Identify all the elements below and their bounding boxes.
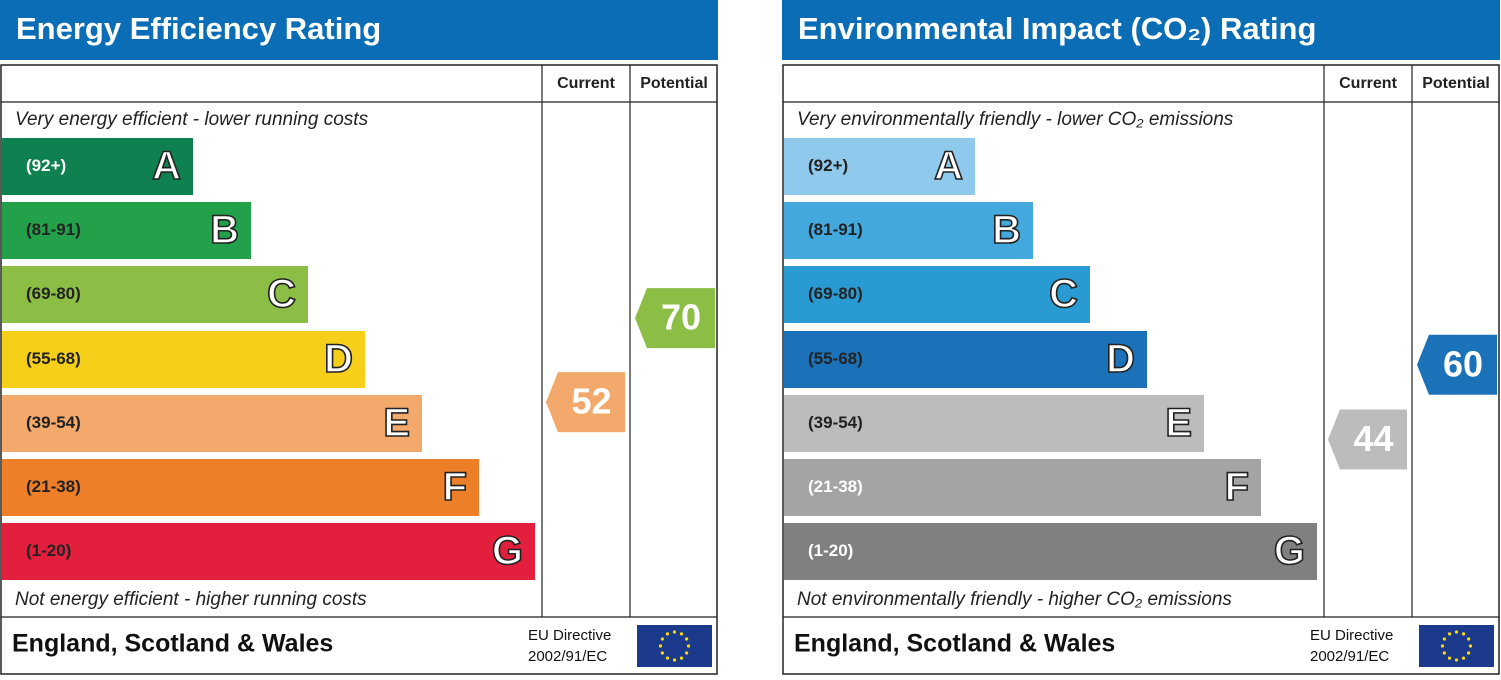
band-letter: A (934, 144, 963, 188)
eu-star (672, 658, 677, 662)
band-range: (1-20) (26, 541, 71, 560)
country: England, Scotland & Wales (12, 630, 333, 658)
band-letter: C (1049, 272, 1078, 316)
eu-star (1442, 637, 1446, 641)
band (784, 459, 1261, 516)
bottom-note: Not energy efficient - higher running co… (15, 589, 367, 610)
band-letter: E (1165, 401, 1192, 445)
panel-title: Energy Efficiency Rating (16, 11, 381, 46)
eu-star (1454, 658, 1459, 662)
eu-star (1442, 651, 1446, 655)
band (784, 202, 1033, 259)
eu-star (679, 656, 684, 660)
eu-star (1467, 637, 1471, 641)
band (784, 331, 1147, 388)
eu-star (665, 632, 670, 636)
band (2, 266, 308, 323)
eu-star (685, 637, 689, 641)
band-letter: D (324, 337, 353, 381)
directive: EU Directive (528, 627, 611, 644)
eu-star (658, 644, 663, 648)
bottom-note: Not environmentally friendly - higher CO… (797, 589, 1232, 610)
eu-star (1467, 651, 1471, 655)
band-letter: G (492, 529, 523, 573)
current-value: 44 (1353, 418, 1393, 459)
band-letter: B (210, 208, 239, 252)
current-arrow (546, 372, 625, 433)
title-bar (0, 0, 718, 60)
eu-star (1454, 630, 1459, 634)
eu-star (672, 630, 677, 634)
band-range: (39-54) (26, 413, 81, 432)
title-bar (782, 0, 1500, 60)
band (2, 202, 251, 259)
eu-star (660, 637, 664, 641)
directive: 2002/91/EC (1310, 648, 1389, 665)
rating-panel: Energy Efficiency Rating Current Potential… (0, 0, 718, 675)
band-range: (39-54) (808, 413, 863, 432)
band-range: (81-91) (808, 220, 863, 239)
band (2, 459, 479, 516)
band-range: (69-80) (808, 284, 863, 303)
eu-star (679, 632, 684, 636)
band-range: (55-68) (808, 349, 863, 368)
band-letter: E (383, 401, 410, 445)
panel-title: Environmental Impact (CO₂) Rating (798, 11, 1316, 46)
current-header: Current (557, 75, 615, 92)
band (784, 266, 1090, 323)
band-letter: F (443, 465, 467, 509)
band-letter: C (267, 272, 296, 316)
band-letter: D (1106, 337, 1135, 381)
top-note: Very environmentally friendly - lower CO… (797, 109, 1234, 130)
directive: 2002/91/EC (528, 648, 607, 665)
eu-star (665, 656, 670, 660)
band (2, 331, 365, 388)
eu-star (685, 651, 689, 655)
rating-panel: Environmental Impact (CO₂) Rating Current… (782, 0, 1500, 675)
current-header: Current (1339, 75, 1397, 92)
eu-star (1447, 656, 1452, 660)
band (2, 523, 535, 580)
top-note: Very energy efficient - lower running co… (15, 109, 369, 130)
band-range: (81-91) (26, 220, 81, 239)
eu-star (1461, 632, 1466, 636)
eu-star (660, 651, 664, 655)
potential-arrow (635, 288, 715, 349)
potential-value: 70 (661, 297, 701, 338)
country: England, Scotland & Wales (794, 630, 1115, 658)
band-letter: F (1225, 465, 1249, 509)
eu-star (1447, 632, 1452, 636)
eu-star (1468, 644, 1473, 648)
band-range: (1-20) (808, 541, 853, 560)
directive: EU Directive (1310, 627, 1393, 644)
eu-star (1461, 656, 1466, 660)
band-range: (69-80) (26, 284, 81, 303)
band (784, 138, 975, 195)
eu-star (686, 644, 691, 648)
potential-arrow (1417, 334, 1497, 395)
potential-header: Potential (640, 75, 708, 92)
potential-value: 60 (1443, 343, 1483, 384)
band-range: (21-38) (26, 477, 81, 496)
band (2, 138, 193, 195)
current-value: 52 (571, 381, 611, 422)
current-arrow (1328, 409, 1407, 470)
band-letter: G (1274, 529, 1305, 573)
band-letter: B (992, 208, 1021, 252)
band (784, 395, 1204, 452)
band (784, 523, 1317, 580)
band-range: (92+) (26, 156, 66, 175)
eu-star (1440, 644, 1445, 648)
band-range: (92+) (808, 156, 848, 175)
band (2, 395, 422, 452)
band-letter: A (152, 144, 181, 188)
band-range: (55-68) (26, 349, 81, 368)
band-range: (21-38) (808, 477, 863, 496)
potential-header: Potential (1422, 75, 1490, 92)
